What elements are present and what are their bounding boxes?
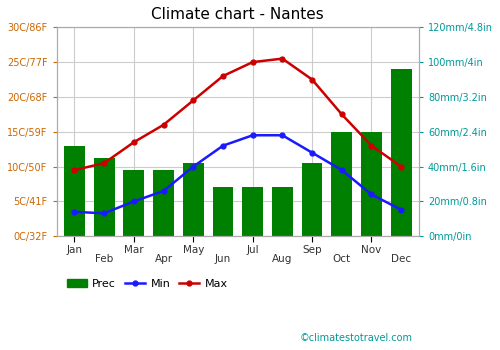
Bar	[183, 163, 204, 236]
Bar	[153, 170, 174, 236]
Bar	[64, 146, 85, 236]
Bar	[124, 170, 144, 236]
Bar	[391, 69, 411, 236]
Bar	[242, 188, 263, 236]
Bar	[212, 188, 234, 236]
Bar	[94, 158, 114, 236]
Bar	[332, 132, 352, 236]
Text: ©climatestotravel.com: ©climatestotravel.com	[300, 333, 413, 343]
Bar	[272, 188, 293, 236]
Bar	[361, 132, 382, 236]
Legend: Prec, Min, Max: Prec, Min, Max	[62, 274, 232, 293]
Title: Climate chart - Nantes: Climate chart - Nantes	[152, 7, 324, 22]
Bar	[302, 163, 322, 236]
